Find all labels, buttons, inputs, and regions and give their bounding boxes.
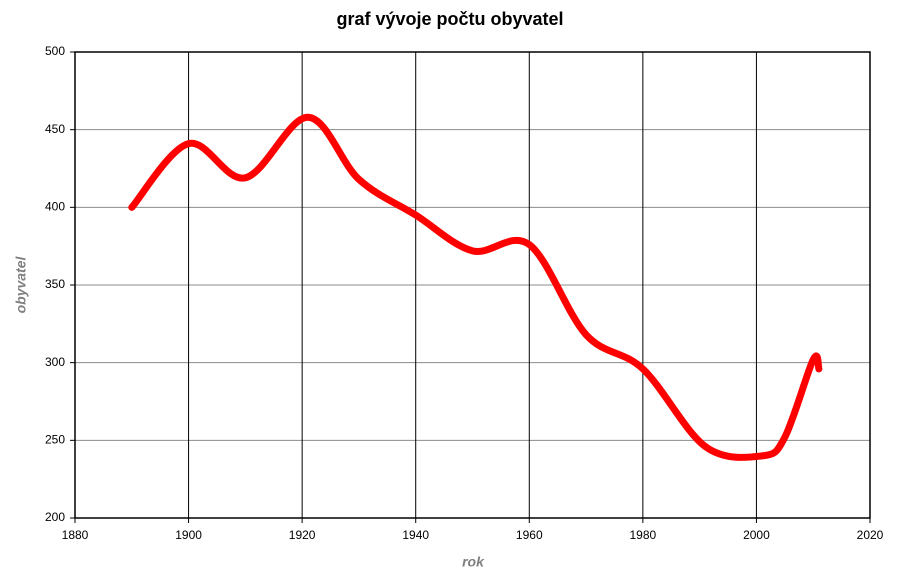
chart-title: graf vývoje počtu obyvatel: [336, 9, 563, 29]
x-tick-label: 1920: [289, 528, 316, 542]
x-tick-label: 1980: [630, 528, 657, 542]
y-tick-label: 500: [45, 44, 65, 58]
x-tick-label: 1900: [175, 528, 202, 542]
x-tick-label: 2000: [743, 528, 770, 542]
x-tick-label: 1960: [516, 528, 543, 542]
data-line: [128, 113, 823, 461]
x-tick-label: 1880: [62, 528, 89, 542]
x-tick-label: 1940: [402, 528, 429, 542]
plot-border: [74, 51, 871, 519]
x-tick-label: 2020: [857, 528, 884, 542]
y-tick-label: 450: [45, 122, 65, 136]
y-tick-label: 350: [45, 277, 65, 291]
y-tick-label: 300: [45, 355, 65, 369]
y-axis-label: obyvatel: [13, 255, 29, 313]
x-axis-label: rok: [462, 554, 485, 570]
y-tick-label: 400: [45, 200, 65, 214]
y-tick-label: 200: [45, 510, 65, 524]
y-tick-label: 250: [45, 433, 65, 447]
